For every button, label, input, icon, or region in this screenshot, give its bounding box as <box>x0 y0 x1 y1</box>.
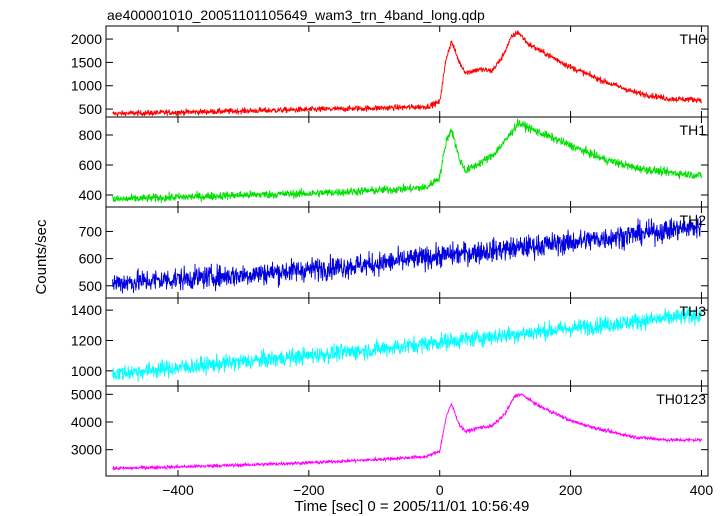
chart-title: ae400001010_20051101105649_wam3_trn_4ban… <box>107 7 485 23</box>
y-tick-label: 5000 <box>71 386 102 402</box>
series-label: TH0123 <box>656 391 706 407</box>
y-tick-label: 4000 <box>71 414 102 430</box>
y-tick-label: 800 <box>79 127 103 143</box>
y-tick-label: 1500 <box>71 54 102 70</box>
y-tick-label: 500 <box>79 278 103 294</box>
panel-frame <box>105 385 709 477</box>
series-line-th3 <box>112 306 702 382</box>
series-label: TH1 <box>680 122 707 138</box>
y-tick-label: 3000 <box>71 442 102 458</box>
y-tick-label: 1000 <box>71 363 102 379</box>
y-tick-label: 2000 <box>71 31 102 47</box>
series-label: TH0 <box>680 31 707 47</box>
x-tick-label: −200 <box>293 482 325 498</box>
series-line-th2 <box>112 214 702 294</box>
y-axis-label: Counts/sec <box>33 219 50 295</box>
panel-th0: 500 1000 1500 2000 TH0 <box>71 25 709 118</box>
panel-frame <box>105 206 709 299</box>
x-tick-label: −400 <box>162 482 194 498</box>
series-label: TH3 <box>680 303 707 319</box>
x-tick-label: 200 <box>559 482 583 498</box>
y-tick-label: 1400 <box>71 302 102 318</box>
y-tick-label: 500 <box>79 101 103 117</box>
panel-frame <box>105 25 709 118</box>
series-line-th1 <box>112 118 702 204</box>
y-tick-label: 700 <box>79 223 103 239</box>
y-tick-label: 1200 <box>71 332 102 348</box>
y-tick-label: 400 <box>79 187 103 203</box>
series-line-th0 <box>112 30 702 118</box>
y-tick-label: 600 <box>79 251 103 267</box>
y-tick-label: 1000 <box>71 78 102 94</box>
y-tick-label: 600 <box>79 157 103 173</box>
series-line-th0123 <box>112 392 702 471</box>
panel-th2: 500 600 700 TH2 <box>79 206 709 299</box>
x-tick-label: 400 <box>690 482 714 498</box>
panel-th1: 400 600 800 TH1 <box>79 116 709 208</box>
panel-th0123: 3000 4000 5000 TH0123 −400 −200 0 200 400 <box>71 385 714 498</box>
x-axis-label: Time [sec] 0 = 2005/11/01 10:56:49 <box>295 498 530 515</box>
panel-th3: 1000 1200 1400 TH3 <box>71 297 709 387</box>
x-tick-label: 0 <box>436 482 444 498</box>
series-label: TH2 <box>680 212 707 228</box>
